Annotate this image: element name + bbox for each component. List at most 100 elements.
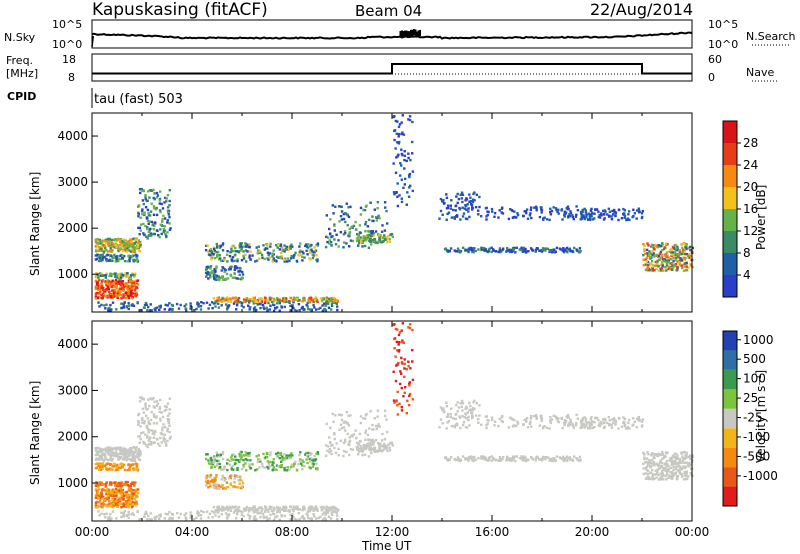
power-cell [383, 234, 386, 237]
velocity-cell [152, 430, 155, 434]
velocity-cell [110, 483, 113, 486]
velocity-cell [98, 488, 101, 491]
velocity-cell [135, 494, 138, 497]
power-cell [359, 213, 363, 216]
velocity-cell [459, 426, 462, 430]
power-cell [545, 218, 549, 221]
velocity-cell [153, 441, 156, 444]
velocity-cell [133, 498, 137, 501]
velocity-cell [640, 420, 644, 423]
velocity-cell [610, 426, 614, 429]
velocity-cell [452, 417, 455, 420]
power-cell [304, 244, 307, 248]
velocity-cell [460, 399, 464, 403]
velocity-cell [544, 456, 547, 459]
power-cell [456, 215, 459, 218]
power-cell [158, 308, 161, 311]
power-cell [315, 299, 318, 302]
power-cell [310, 248, 313, 251]
velocity-cell [332, 420, 335, 423]
power-cell [103, 290, 106, 293]
power-cell [284, 247, 288, 250]
power-cell [665, 251, 669, 254]
velocity-cell [96, 446, 99, 450]
power-cell [278, 309, 281, 312]
power-cell [105, 284, 108, 287]
velocity-cell [643, 458, 646, 461]
velocity-cell [663, 466, 666, 470]
velocity-cell [127, 513, 131, 516]
velocity-cell [116, 491, 120, 494]
velocity-cell [276, 515, 279, 518]
velocity-cell [105, 457, 108, 461]
power-cell [530, 206, 533, 209]
velocity-cell [126, 480, 129, 484]
velocity-cell [688, 461, 691, 465]
velocity-cell [520, 457, 523, 460]
velocity-cell [400, 372, 403, 375]
power-cell [160, 232, 163, 236]
velocity-cell [189, 516, 192, 519]
power-cell [168, 204, 171, 207]
power-cell [312, 300, 315, 304]
velocity-cell [642, 467, 645, 470]
power-cell [208, 249, 212, 252]
velocity-cell [103, 499, 106, 502]
power-cell [567, 207, 570, 211]
velocity-cell [126, 497, 129, 500]
velocity-cell [362, 443, 365, 447]
velocity-cell [377, 442, 381, 446]
velocity-cell [457, 406, 461, 409]
velocity-cell [408, 326, 412, 330]
power-cell [113, 294, 116, 297]
power-cell [200, 301, 203, 304]
velocity-cell [132, 513, 136, 516]
power-cell [400, 164, 403, 167]
power-cell [625, 218, 628, 221]
power-cell [321, 299, 324, 302]
velocity-cell [565, 415, 568, 418]
velocity-cell [127, 448, 130, 452]
power-cell [228, 254, 232, 258]
velocity-cell [99, 468, 103, 471]
power-cell [633, 212, 636, 215]
power-cell [332, 300, 335, 304]
nsearch-label: N.Search [746, 30, 796, 43]
power-cell [329, 308, 333, 311]
power-cell [168, 222, 171, 225]
velocity-cell [342, 421, 345, 424]
velocity-cell [135, 465, 139, 468]
power-cell [467, 210, 470, 213]
velocity-cell [340, 426, 344, 430]
velocity-cell [660, 470, 664, 473]
power-cell [366, 225, 370, 228]
velocity-cell [313, 507, 317, 511]
velocity-cell [256, 512, 259, 515]
velocity-cell [98, 451, 101, 454]
velocity-cell [105, 481, 108, 484]
velocity-cell [555, 417, 558, 420]
power-cell [232, 244, 235, 248]
power-cell [330, 235, 333, 239]
velocity-cell [400, 406, 403, 409]
velocity-cell [614, 423, 617, 426]
velocity-cell [400, 409, 404, 412]
velocity-cell [248, 463, 251, 466]
power-cell [324, 245, 328, 249]
velocity-cell [491, 418, 494, 422]
velocity-cell [384, 414, 387, 418]
power-cell [136, 301, 139, 304]
velocity-cell [255, 509, 259, 512]
power-cell [110, 274, 113, 278]
velocity-cell [101, 505, 104, 508]
power-cell [138, 226, 142, 229]
power-cell [245, 299, 248, 302]
velocity-cell [289, 518, 292, 521]
power-cell [342, 212, 345, 216]
velocity-cell [129, 500, 132, 504]
power-cell [130, 288, 134, 292]
velocity-cell [138, 435, 142, 438]
velocity-cell [94, 501, 98, 505]
velocity-cell [404, 386, 407, 389]
velocity-cell [242, 464, 245, 467]
